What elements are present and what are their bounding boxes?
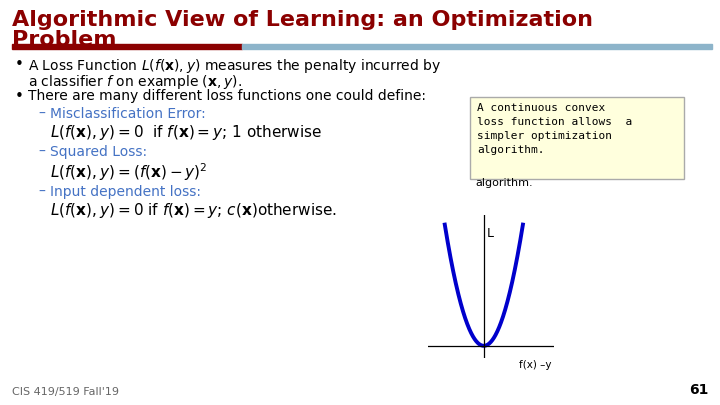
Text: $L(f(\mathbf{x}), y) = 0$  if $f(\mathbf{x}) = y$; 1 otherwise: $L(f(\mathbf{x}), y) = 0$ if $f(\mathbf{…	[50, 123, 323, 142]
Text: Input dependent loss:: Input dependent loss:	[50, 185, 201, 199]
Text: f(x) –y: f(x) –y	[519, 360, 552, 370]
Text: A Loss Function $L(f(\mathbf{x}), y)$ measures the penalty incurred by: A Loss Function $L(f(\mathbf{x}), y)$ me…	[28, 57, 441, 75]
Text: –: –	[38, 145, 45, 159]
Bar	[242, 44, 712, 49]
Text: Algorithmic View of Learning: an Optimization: Algorithmic View of Learning: an Optimiz…	[12, 10, 593, 30]
Text: L: L	[487, 227, 494, 240]
Text: a classifier $f$ on example $(\mathbf{x}, y)$.: a classifier $f$ on example $(\mathbf{x}…	[28, 73, 242, 91]
Text: $L(f(\mathbf{x}), y) = (f(\mathbf{x}) - y)^2$: $L(f(\mathbf{x}), y) = (f(\mathbf{x}) - …	[50, 161, 207, 183]
Text: Problem: Problem	[12, 30, 117, 50]
Text: Squared Loss:: Squared Loss:	[50, 145, 147, 159]
Text: algorithm.: algorithm.	[475, 178, 533, 188]
Text: •: •	[15, 89, 24, 104]
Bar	[12, 44, 242, 49]
Text: –: –	[38, 107, 45, 121]
Text: 61: 61	[688, 383, 708, 397]
Text: There are many different loss functions one could define:: There are many different loss functions …	[28, 89, 426, 103]
Text: A continuous convex
loss function allows  a
simpler optimization
algorithm.: A continuous convex loss function allows…	[477, 103, 632, 155]
Text: –: –	[38, 185, 45, 199]
Text: $L(f(\mathbf{x}), y) = 0$ if $f(\mathbf{x}) = y$; $c(\mathbf{x})$otherwise.: $L(f(\mathbf{x}), y) = 0$ if $f(\mathbf{…	[50, 201, 337, 220]
FancyBboxPatch shape	[470, 97, 684, 179]
Text: CIS 419/519 Fall'19: CIS 419/519 Fall'19	[12, 387, 119, 397]
Text: •: •	[15, 57, 24, 72]
Text: Misclassification Error:: Misclassification Error:	[50, 107, 206, 121]
